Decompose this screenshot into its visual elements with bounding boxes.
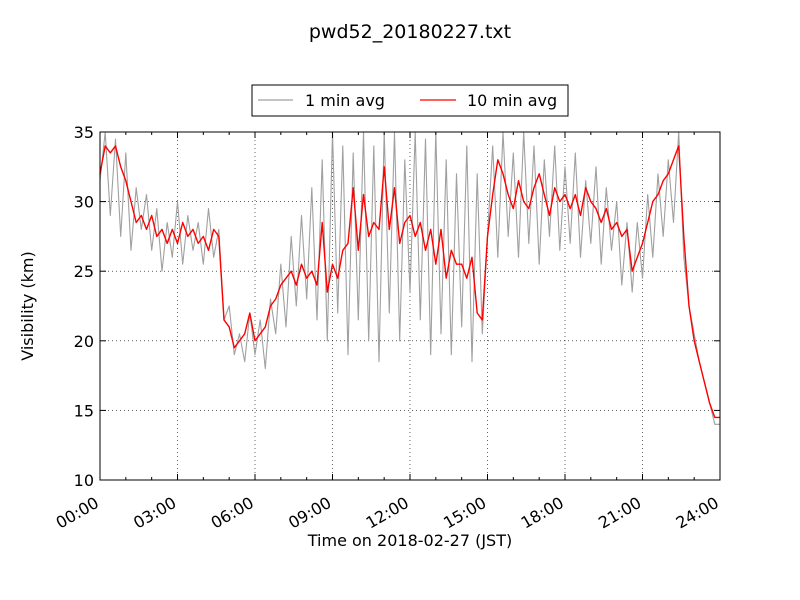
- x-tick-labels: 00:00 03:00 06:00 09:00 12:00 15:00 18:00 21:00…: [53, 493, 722, 533]
- y-tick-label: 35: [74, 123, 94, 142]
- y-tick-label: 25: [74, 262, 94, 281]
- x-tick-label: 09:00: [285, 493, 334, 533]
- y-tick-label: 15: [74, 401, 94, 420]
- series-line-10min-avg: [99, 145, 720, 419]
- x-tick-label: 00:00: [53, 493, 102, 533]
- y-axis-label: Visibility (km): [18, 251, 37, 360]
- legend-label-10min: 10 min avg: [467, 91, 557, 110]
- x-tick-label: 24:00: [673, 493, 722, 533]
- legend-box: [251, 84, 569, 117]
- x-tick-label: 06:00: [208, 493, 257, 533]
- x-tick-label: 15:00: [440, 493, 489, 533]
- y-tick-label: 30: [74, 193, 94, 212]
- x-tick-label: 18:00: [518, 493, 567, 533]
- x-tick-label: 03:00: [130, 493, 179, 533]
- y-tick-labels: 10 15 20 25 30 35: [74, 123, 94, 490]
- legend: 1 min avg 10 min avg: [251, 84, 569, 117]
- series-layer: [99, 131, 720, 425]
- y-tick-label: 10: [74, 471, 94, 490]
- x-tick-label: 12:00: [363, 493, 412, 533]
- series-line-1min-avg: [99, 131, 720, 425]
- axis-ticks: [99, 131, 721, 481]
- y-tick-label: 20: [74, 332, 94, 351]
- plot-area: [99, 131, 721, 481]
- chart-title: pwd52_20180227.txt: [309, 21, 511, 43]
- plot-background: [100, 132, 720, 480]
- x-axis-label: Time on 2018-02-27 (JST): [307, 531, 512, 550]
- x-tick-label: 21:00: [595, 493, 644, 533]
- legend-label-1min: 1 min avg: [305, 91, 385, 110]
